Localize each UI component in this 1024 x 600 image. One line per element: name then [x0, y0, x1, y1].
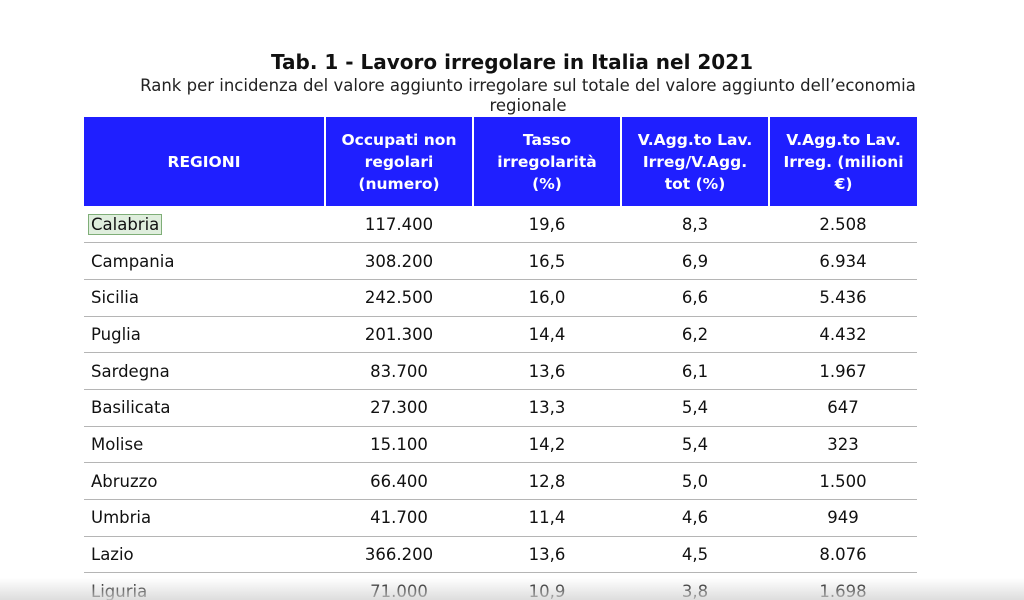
region-text: Lazio: [91, 545, 134, 565]
table-row: Abruzzo 66.400 12,8 5,0 1.500: [84, 462, 917, 500]
region-text: Umbria: [91, 508, 152, 528]
vagg-milioni-cell: 8.076: [769, 536, 917, 574]
region-cell: Sardegna: [84, 352, 325, 390]
region-cell: Calabria: [84, 206, 325, 244]
occupati-cell: 242.500: [325, 279, 473, 317]
occupati-cell: 83.700: [325, 352, 473, 390]
region-text: Sicilia: [91, 288, 139, 308]
table-row: Calabria 117.400 19,6 8,3 2.508: [84, 206, 917, 244]
occupati-cell: 117.400: [325, 206, 473, 244]
region-text: Liguria: [91, 581, 148, 600]
table-body: Calabria 117.400 19,6 8,3 2.508 Campania 308.2…: [84, 206, 917, 600]
table-row: Umbria 41.700 11,4 4,6 949: [84, 499, 917, 537]
header-regioni: REGIONI: [84, 117, 326, 206]
table-row: Liguria 71.000 10,9 3,8 1.698: [84, 572, 917, 600]
tasso-cell: 19,6: [473, 206, 621, 244]
header-tasso: Tasso irregolarità (%): [473, 117, 622, 206]
occupati-cell: 308.200: [325, 242, 473, 280]
vagg-ratio-cell: 3,8: [621, 572, 769, 600]
vagg-ratio-cell: 5,0: [621, 462, 769, 500]
vagg-milioni-cell: 6.934: [769, 242, 917, 280]
table-row: Puglia 201.300 14,4 6,2 4.432: [84, 316, 917, 354]
vagg-milioni-cell: 2.508: [769, 206, 917, 244]
tasso-cell: 10,9: [473, 572, 621, 600]
region-text: Molise: [91, 434, 144, 454]
table-header: REGIONI Occupati non regolari (numero) T…: [84, 117, 917, 206]
region-cell: Molise: [84, 426, 325, 464]
region-cell: Umbria: [84, 499, 325, 537]
tasso-cell: 14,4: [473, 316, 621, 354]
region-cell: Basilicata: [84, 389, 325, 427]
header-row: REGIONI Occupati non regolari (numero) T…: [84, 117, 917, 206]
table-row: Basilicata 27.300 13,3 5,4 647: [84, 389, 917, 427]
tasso-cell: 13,6: [473, 352, 621, 390]
vagg-ratio-cell: 4,5: [621, 536, 769, 574]
region-text: Basilicata: [91, 398, 171, 418]
region-cell: Abruzzo: [84, 462, 325, 500]
tasso-cell: 11,4: [473, 499, 621, 537]
occupati-cell: 66.400: [325, 462, 473, 500]
vagg-ratio-cell: 6,9: [621, 242, 769, 280]
occupati-cell: 201.300: [325, 316, 473, 354]
tasso-cell: 14,2: [473, 426, 621, 464]
vagg-milioni-cell: 1.698: [769, 572, 917, 600]
highlighted-region-text[interactable]: Calabria: [88, 213, 163, 235]
occupati-cell: 71.000: [325, 572, 473, 600]
region-text: Campania: [91, 251, 175, 271]
tasso-cell: 16,0: [473, 279, 621, 317]
vagg-milioni-cell: 4.432: [769, 316, 917, 354]
region-cell: Lazio: [84, 536, 325, 574]
vagg-ratio-cell: 8,3: [621, 206, 769, 244]
vagg-ratio-cell: 6,2: [621, 316, 769, 354]
occupati-cell: 366.200: [325, 536, 473, 574]
header-vagg-ratio: V.Agg.to Lav. Irreg/V.Agg. tot (%): [621, 117, 770, 206]
vagg-milioni-cell: 323: [769, 426, 917, 464]
table-row: Campania 308.200 16,5 6,9 6.934: [84, 242, 917, 280]
table-title: Tab. 1 - Lavoro irregolare in Italia nel…: [270, 50, 754, 74]
vagg-ratio-cell: 5,4: [621, 426, 769, 464]
vagg-milioni-cell: 5.436: [769, 279, 917, 317]
tasso-cell: 13,6: [473, 536, 621, 574]
table-row: Sardegna 83.700 13,6 6,1 1.967: [84, 352, 917, 390]
vagg-ratio-cell: 6,1: [621, 352, 769, 390]
region-text: Abruzzo: [91, 471, 158, 491]
tasso-cell: 12,8: [473, 462, 621, 500]
vagg-ratio-cell: 6,6: [621, 279, 769, 317]
header-vagg-milioni: V.Agg.to Lav. Irreg. (milioni €): [769, 117, 917, 206]
region-text: Sardegna: [91, 361, 170, 381]
tasso-cell: 16,5: [473, 242, 621, 280]
tasso-cell: 13,3: [473, 389, 621, 427]
region-cell: Puglia: [84, 316, 325, 354]
region-cell: Liguria: [84, 572, 325, 600]
region-text: Puglia: [91, 324, 141, 344]
vagg-ratio-cell: 5,4: [621, 389, 769, 427]
table-row: Molise 15.100 14,2 5,4 323: [84, 426, 917, 464]
vagg-ratio-cell: 4,6: [621, 499, 769, 537]
region-cell: Campania: [84, 242, 325, 280]
occupati-cell: 41.700: [325, 499, 473, 537]
table-row: Sicilia 242.500 16,0 6,6 5.436: [84, 279, 917, 317]
vagg-milioni-cell: 1.500: [769, 462, 917, 500]
vagg-milioni-cell: 647: [769, 389, 917, 427]
region-cell: Sicilia: [84, 279, 325, 317]
vagg-milioni-cell: 949: [769, 499, 917, 537]
table-subtitle: Rank per incidenza del valore aggiunto i…: [140, 76, 916, 115]
occupati-cell: 15.100: [325, 426, 473, 464]
data-table: REGIONI Occupati non regolari (numero) T…: [84, 117, 917, 600]
table-row: Lazio 366.200 13,6 4,5 8.076: [84, 536, 917, 574]
vagg-milioni-cell: 1.967: [769, 352, 917, 390]
header-occupati: Occupati non regolari (numero): [325, 117, 474, 206]
occupati-cell: 27.300: [325, 389, 473, 427]
